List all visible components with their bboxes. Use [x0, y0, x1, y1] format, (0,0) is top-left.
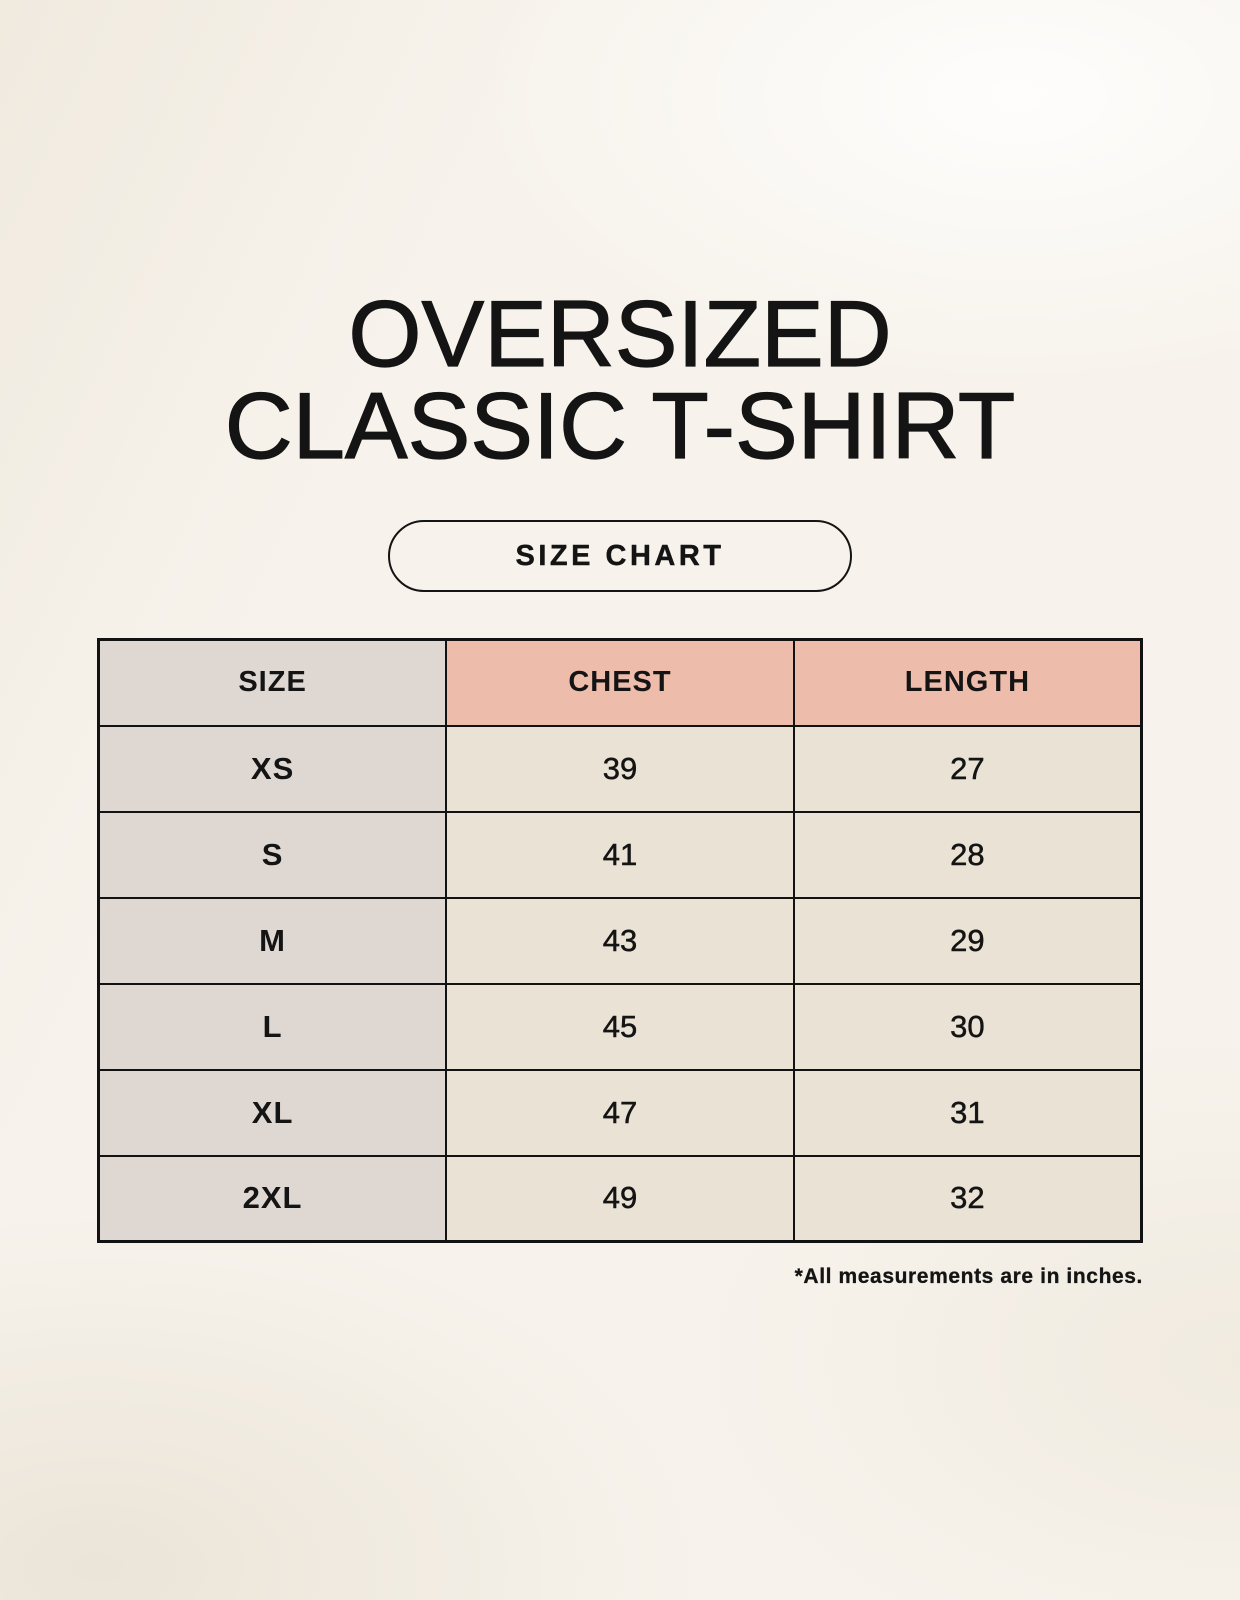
table-row-2xl: 2XL 49 32 — [97, 1154, 1143, 1243]
size-chart-table-body: XS 39 27 S 41 28 M 43 29 L 45 30 XL 47 — [97, 724, 1143, 1243]
table-row-xl: XL 47 31 — [97, 1068, 1143, 1157]
size-chart-button-wrap: SIZE CHART — [0, 520, 1240, 593]
length-value: 27 — [792, 724, 1143, 813]
size-label: 2XL — [97, 1154, 448, 1243]
chest-value: 41 — [445, 810, 795, 899]
size-chart-table: SIZE CHEST LENGTH XS 39 27 S 41 28 M 43 … — [97, 638, 1143, 1244]
chest-value: 39 — [445, 724, 795, 813]
size-label: M — [97, 896, 448, 985]
column-header-chest: CHEST — [445, 638, 795, 727]
chest-value: 47 — [445, 1068, 795, 1157]
page-title: OVERSIZED CLASSIC T-SHIRT — [0, 281, 1240, 479]
page-title-line1: OVERSIZED — [348, 281, 892, 386]
chest-value: 43 — [445, 896, 795, 985]
measurements-footnote: *All measurements are in inches. — [794, 1265, 1143, 1289]
size-label: L — [97, 982, 448, 1071]
size-chart-table-header: SIZE CHEST LENGTH — [97, 638, 1143, 727]
length-value: 28 — [792, 810, 1143, 899]
column-header-size: SIZE — [97, 638, 448, 727]
size-chart-button[interactable]: SIZE CHART — [388, 520, 852, 593]
size-label: XL — [97, 1068, 448, 1157]
length-value: 31 — [792, 1068, 1143, 1157]
size-label: S — [97, 810, 448, 899]
length-value: 29 — [792, 896, 1143, 985]
header-row: SIZE CHEST LENGTH — [97, 638, 1143, 727]
length-value: 32 — [792, 1154, 1143, 1243]
table-row-s: S 41 28 — [97, 810, 1143, 899]
length-value: 30 — [792, 982, 1143, 1071]
table-row-m: M 43 29 — [97, 896, 1143, 985]
table-row-xs: XS 39 27 — [97, 724, 1143, 813]
page-title-line2: CLASSIC T-SHIRT — [224, 373, 1016, 479]
table-row-l: L 45 30 — [97, 982, 1143, 1071]
size-label: XS — [97, 724, 448, 813]
chest-value: 45 — [445, 982, 795, 1071]
chest-value: 49 — [445, 1154, 795, 1243]
column-header-length: LENGTH — [792, 638, 1143, 727]
